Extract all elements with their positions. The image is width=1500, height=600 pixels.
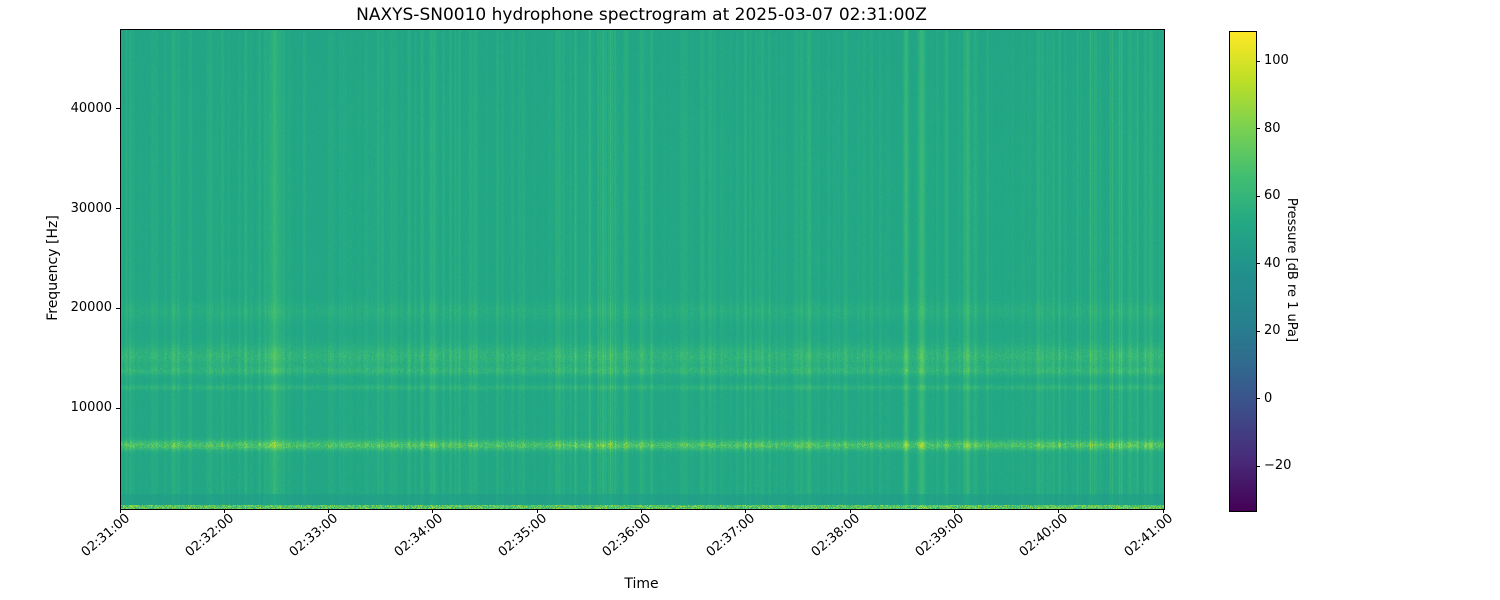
colorbar-tick-label: 0 <box>1264 390 1273 406</box>
spectrogram-heatmap <box>121 30 1164 509</box>
colorbar-tickmark <box>1256 398 1260 400</box>
x-axis-tickmark <box>641 509 642 513</box>
x-axis-tickmark <box>745 509 747 513</box>
colorbar-tick-label: 20 <box>1264 323 1281 339</box>
x-tick-label: 02:38:00 <box>808 511 863 561</box>
y-axis-tickmark <box>116 407 120 409</box>
x-tick-label: 02:34:00 <box>391 511 446 561</box>
x-axis-tickmark <box>119 509 121 513</box>
x-tick-label: 02:39:00 <box>912 511 968 561</box>
x-tick-label: 02:36:00 <box>599 511 655 561</box>
colorbar-tickmark <box>1256 263 1260 265</box>
x-axis-tickmark <box>849 509 851 513</box>
plot-area <box>120 29 1165 510</box>
x-axis-tickmark <box>432 509 434 513</box>
x-tick-label: 02:31:00 <box>78 511 133 561</box>
colorbar-tick-label: 100 <box>1264 53 1289 69</box>
x-tick-label: 02:37:00 <box>704 511 759 561</box>
colorbar-tickmark <box>1256 465 1260 467</box>
x-tick-label: 02:40:00 <box>1016 511 1072 561</box>
x-axis-tickmark <box>953 509 955 513</box>
x-tick-label: 02:32:00 <box>182 511 237 561</box>
y-tick-label: 20000 <box>70 300 112 316</box>
x-axis-label: Time <box>624 576 659 592</box>
colorbar-tickmark <box>1256 330 1260 332</box>
y-tick-label: 30000 <box>70 200 112 216</box>
x-axis-tickmark <box>223 509 225 513</box>
colorbar <box>1229 31 1257 512</box>
y-axis-tickmark <box>116 208 120 210</box>
x-axis-tickmark <box>1162 509 1164 513</box>
x-tick-label: 02:41:00 <box>1121 511 1176 561</box>
colorbar-tick-label: 40 <box>1264 255 1281 271</box>
y-axis-label: Frequency [Hz] <box>45 215 61 321</box>
x-tick-label: 02:33:00 <box>286 511 342 561</box>
colorbar-tickmark <box>1256 128 1260 130</box>
x-axis-tickmark <box>536 509 538 513</box>
colorbar-tickmark <box>1256 60 1260 62</box>
colorbar-tickmark <box>1256 195 1260 197</box>
chart-title: NAXYS-SN0010 hydrophone spectrogram at 2… <box>356 5 927 25</box>
y-tick-label: 40000 <box>70 100 112 116</box>
y-tick-label: 10000 <box>70 400 112 416</box>
colorbar-gradient <box>1230 32 1256 511</box>
colorbar-tick-label: −20 <box>1264 458 1292 474</box>
x-axis-tickmark <box>1058 509 1060 513</box>
x-tick-label: 02:35:00 <box>495 511 550 561</box>
x-axis-tickmark <box>328 509 330 513</box>
colorbar-tick-label: 60 <box>1264 188 1281 204</box>
y-axis-tickmark <box>116 108 120 110</box>
y-axis-tickmark <box>116 307 120 309</box>
colorbar-label: Pressure [dB re 1 uPa] <box>1284 197 1299 343</box>
colorbar-tick-label: 80 <box>1264 120 1281 136</box>
